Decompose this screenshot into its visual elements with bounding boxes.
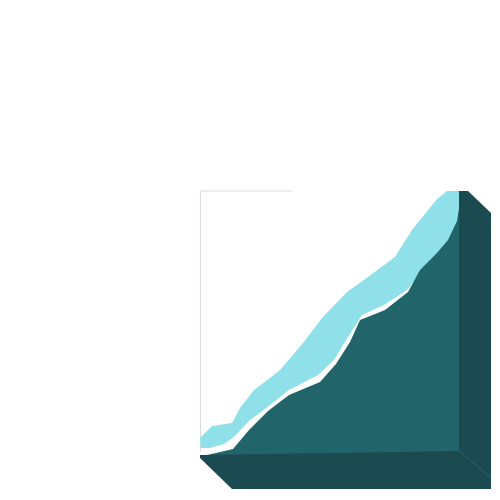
- ridge-highlight: [200, 191, 461, 448]
- block-side: [459, 191, 491, 478]
- block-base: [200, 451, 491, 489]
- back-panel: [200, 190, 292, 452]
- slope-face: [203, 196, 461, 456]
